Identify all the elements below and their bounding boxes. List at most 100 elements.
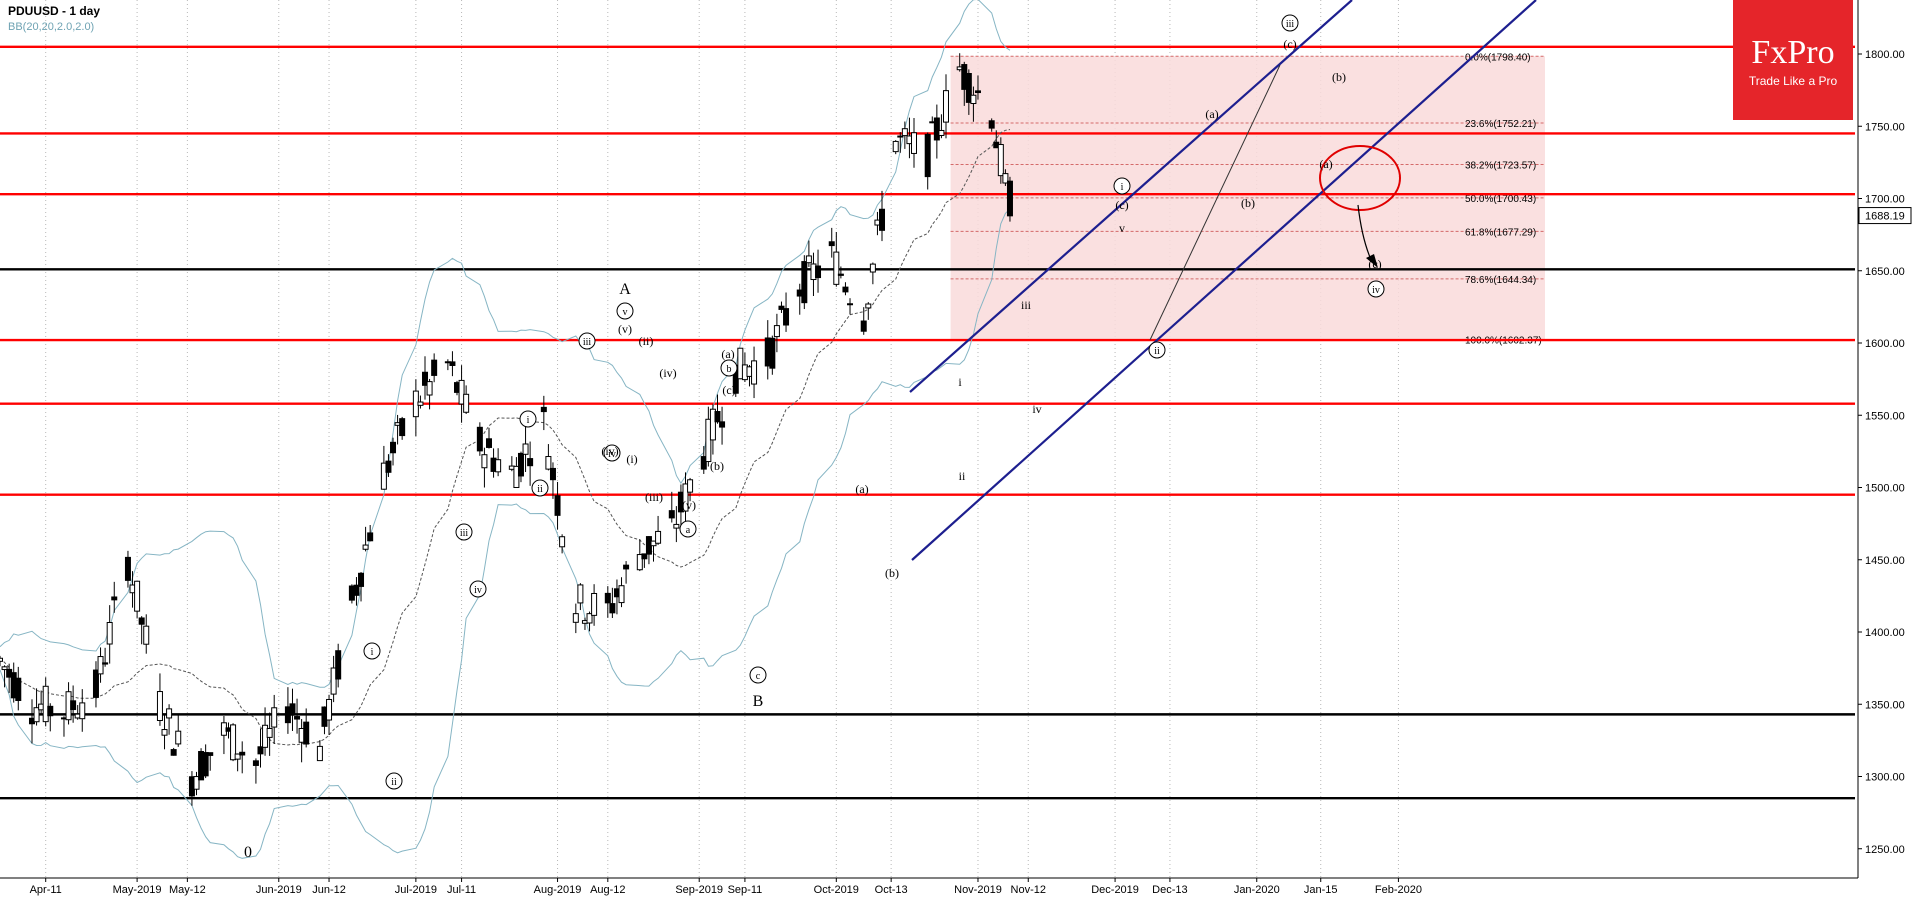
candle-body (380, 462, 387, 490)
candle-body (719, 421, 726, 428)
date-tick-label: Aug-12 (590, 884, 625, 896)
candle-body (801, 261, 808, 304)
price-tick-label: 1250.00 (1865, 844, 1905, 856)
wave-label: ii (1154, 346, 1160, 357)
wave-label-circle (519, 410, 537, 428)
chart-title: PDUUSD - 1 day (8, 4, 101, 18)
wave-label: ii (959, 469, 966, 483)
wave-label: (v) (618, 322, 632, 336)
logo-tagline: Trade Like a Pro (1748, 74, 1838, 88)
wave-label: (c) (1283, 37, 1296, 51)
trend-line (1149, 64, 1281, 341)
bollinger-middle-band (0, 129, 1011, 746)
candle-body (974, 90, 981, 94)
candle-body (0, 657, 3, 662)
candle-body (294, 716, 301, 720)
price-tick-label: 1450.00 (1865, 555, 1905, 567)
channel-upper-line (909, 0, 1353, 393)
candle-body (463, 393, 470, 413)
candle-body (367, 532, 374, 542)
candle-body (527, 458, 534, 467)
price-tick-label: 1750.00 (1865, 121, 1905, 133)
candle-body (124, 556, 131, 581)
wave-label-circle (385, 772, 403, 790)
wave-label-circle (749, 666, 767, 684)
wave-label: (b) (710, 459, 724, 473)
candle-body (586, 613, 593, 624)
candle-body (709, 408, 716, 441)
wave-label-circle (1113, 177, 1131, 195)
candle-body (942, 90, 949, 123)
date-tick-label: Sep-2019 (675, 884, 723, 896)
candle-body (554, 495, 561, 516)
candle-body (166, 708, 173, 719)
candle-body (700, 456, 707, 470)
candle-body (485, 438, 492, 448)
fib-level-label: 78.6%(1644.34) (1465, 275, 1536, 286)
wave-label: iii (1286, 19, 1295, 30)
current-price-label: 1688.19 (1865, 211, 1905, 223)
fib-level-label: 61.8%(1677.29) (1465, 227, 1536, 238)
price-tick-label: 1600.00 (1865, 338, 1905, 350)
candle-body (202, 752, 209, 777)
candle-body (997, 144, 1004, 177)
candle-body (668, 510, 675, 519)
candle-body (522, 443, 529, 455)
candle-body (828, 241, 835, 247)
wave-label: (iii) (645, 490, 663, 504)
wave-label-circle (531, 479, 549, 497)
candle-body (737, 347, 744, 380)
candle-body (549, 467, 556, 481)
candle-body (965, 73, 972, 103)
wave-label: c (756, 671, 761, 682)
wave-label: i (527, 415, 530, 426)
wave-label: iv (474, 585, 482, 596)
wave-label: (b) (885, 566, 899, 580)
candle-body (970, 94, 977, 105)
candle-body (134, 580, 141, 612)
wave-label: (c) (1115, 198, 1128, 212)
wave-label: 0 (244, 844, 252, 861)
candle-body (783, 308, 790, 326)
candle-body (805, 255, 812, 264)
date-tick-label: Feb-2020 (1375, 884, 1422, 896)
candle-body (673, 523, 680, 529)
date-tick-label: Jun-2019 (256, 884, 302, 896)
wave-label: iii (583, 337, 592, 348)
candle-body (358, 572, 365, 587)
candle-body (161, 729, 168, 736)
wave-label-circle (578, 332, 596, 350)
candle-body (316, 745, 323, 762)
candle-body (609, 603, 616, 614)
candle-body (714, 411, 721, 423)
candle-body (15, 677, 22, 701)
date-tick-label: May-2019 (113, 884, 162, 896)
candle-body (97, 656, 104, 675)
candle-body (42, 685, 49, 723)
wave-label-circle (1148, 341, 1166, 359)
price-tick-label: 1800.00 (1865, 49, 1905, 61)
wave-label-circle (679, 520, 697, 538)
fxpro-logo: FxPro Trade Like a Pro (1733, 0, 1853, 120)
candle-body (495, 459, 502, 473)
candle-body (901, 128, 908, 137)
bollinger-lower-band (0, 208, 1011, 859)
candle-body (79, 702, 86, 720)
candle-body (92, 669, 99, 698)
candle-body (1002, 173, 1009, 184)
price-tick-label: 1350.00 (1865, 699, 1905, 711)
price-tick-label: 1700.00 (1865, 194, 1905, 206)
candle-body (138, 617, 145, 625)
candle-body (897, 135, 904, 138)
candle-body (513, 465, 520, 488)
date-tick-label: Dec-13 (1152, 884, 1187, 896)
price-tick-label: 1500.00 (1865, 483, 1905, 495)
candle-body (682, 483, 689, 512)
candle-body (833, 251, 840, 285)
candle-body (1006, 180, 1013, 217)
indicator-label: BB(20,20,2.0,2.0) (8, 21, 95, 33)
candle-body (933, 117, 940, 141)
projection-arrowhead (1366, 254, 1378, 268)
candle-body (431, 359, 438, 376)
